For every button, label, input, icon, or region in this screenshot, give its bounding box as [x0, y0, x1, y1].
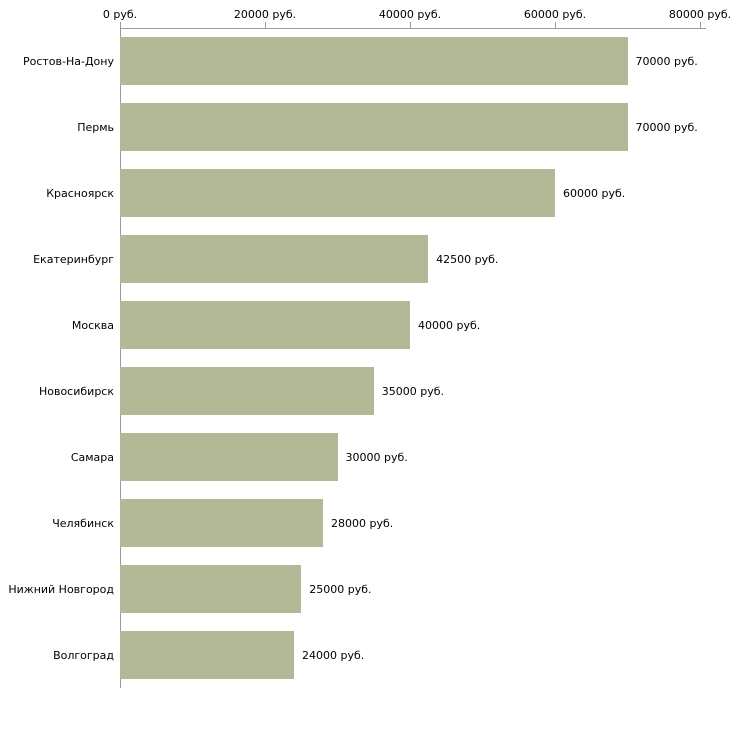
category-label: Екатеринбург: [33, 252, 114, 266]
x-tick-mark: [120, 22, 121, 28]
bar: [120, 631, 294, 679]
bar: [120, 37, 628, 85]
category-label: Ростов-На-Дону: [22, 54, 114, 68]
category-label: Москва: [71, 318, 114, 332]
x-tick-mark: [265, 22, 266, 28]
bar-track: 30000 руб.: [120, 424, 700, 490]
category-label: Пермь: [77, 120, 114, 134]
category-label: Волгоград: [53, 648, 114, 662]
value-label: 30000 руб.: [345, 450, 408, 464]
bar: [120, 235, 429, 283]
bar-track: 35000 руб.: [120, 358, 700, 424]
x-tick-label: 80000 руб.: [668, 8, 730, 21]
x-tick-mark: [410, 22, 411, 28]
x-tick-label: 40000 руб.: [378, 8, 442, 21]
bar-track: 70000 руб.: [120, 28, 700, 94]
bar-row: Екатеринбург 42500 руб.: [0, 226, 730, 292]
bar: [120, 103, 628, 151]
category-label: Нижний Новгород: [8, 582, 114, 596]
x-tick-mark: [700, 22, 701, 28]
bar-row: Челябинск 28000 руб.: [0, 490, 730, 556]
category-label: Красноярск: [46, 186, 114, 200]
category-label: Челябинск: [52, 516, 114, 530]
x-tick-label: 60000 руб.: [523, 8, 587, 21]
bar: [120, 433, 338, 481]
value-label: 40000 руб.: [418, 318, 481, 332]
value-label: 60000 руб.: [563, 186, 626, 200]
bar: [120, 367, 374, 415]
value-label: 24000 руб.: [302, 648, 365, 662]
value-label: 42500 руб.: [436, 252, 499, 266]
x-tick-label: 0 руб.: [102, 8, 138, 21]
category-label: Самара: [70, 450, 114, 464]
bar-row: Пермь 70000 руб.: [0, 94, 730, 160]
bar: [120, 499, 323, 547]
y-axis-line: [120, 28, 121, 688]
bar-row: Волгоград 24000 руб.: [0, 622, 730, 688]
bar-track: 24000 руб.: [120, 622, 700, 688]
bar: [120, 169, 555, 217]
bar-track: 28000 руб.: [120, 490, 700, 556]
value-label: 25000 руб.: [309, 582, 372, 596]
x-tick-label: 20000 руб.: [233, 8, 297, 21]
value-label: 28000 руб.: [331, 516, 394, 530]
value-label: 35000 руб.: [381, 384, 445, 398]
bar-row: Нижний Новгород 25000 руб.: [0, 556, 730, 622]
bar-row: Красноярск 60000 руб.: [0, 160, 730, 226]
bar-row: Москва 40000 руб.: [0, 292, 730, 358]
bar-row: Самара 30000 руб.: [0, 424, 730, 490]
value-label: 70000 руб.: [635, 54, 698, 68]
bar-track: 60000 руб.: [120, 160, 700, 226]
bar-rows: Ростов-На-Дону 70000 руб. Пермь 70000 руб. К…: [0, 28, 730, 688]
bar-track: 42500 руб.: [120, 226, 700, 292]
bar-row: Ростов-На-Дону 70000 руб.: [0, 28, 730, 94]
bar-track: 70000 руб.: [120, 94, 700, 160]
x-axis-line: [120, 28, 706, 29]
bar: [120, 301, 410, 349]
category-label: Новосибирск: [38, 384, 114, 398]
bar-row: Новосибирск 35000 руб.: [0, 358, 730, 424]
value-label: 70000 руб.: [635, 120, 698, 134]
bar-track: 40000 руб.: [120, 292, 700, 358]
x-tick-mark: [555, 22, 556, 28]
bar: [120, 565, 302, 613]
bar-track: 25000 руб.: [120, 556, 700, 622]
